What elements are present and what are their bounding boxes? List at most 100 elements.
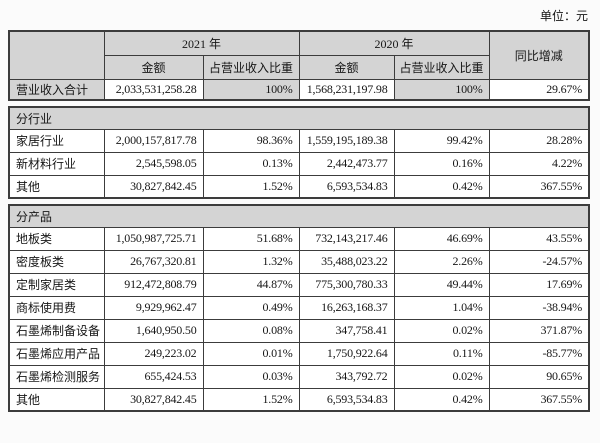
amount-2021-cell: 912,472,808.79: [103, 272, 204, 297]
amount-2020-cell: 1,568,231,197.98: [298, 78, 395, 101]
yoy-cell: 367.55%: [488, 174, 590, 199]
amount-2021-cell: 249,223.02: [103, 341, 204, 366]
amount-2021-cell: 1,640,950.50: [103, 318, 204, 343]
pct-2021-cell: 0.49%: [202, 295, 300, 320]
pct-2020-cell: 99.42%: [393, 128, 490, 153]
col-header-proportion-2020: 占营业收入比重: [393, 54, 490, 80]
row-label-cell: 地板类: [8, 226, 105, 251]
revenue-summary-table: 2021 年 2020 年 同比增减 金额 占营业收入比重 金额 占营业收入比重…: [8, 30, 591, 101]
col-header-2020: 2020 年: [298, 30, 490, 56]
yoy-cell: 43.55%: [488, 226, 590, 251]
table-row: 家居行业 2,000,157,817.78 98.36% 1,559,195,1…: [8, 128, 590, 153]
amount-2020-cell: 35,488,023.22: [298, 249, 395, 274]
yoy-cell: 371.87%: [488, 318, 590, 343]
col-header-2021: 2021 年: [103, 30, 300, 56]
col-header-amount-2021: 金额: [103, 54, 204, 80]
pct-2021-cell: 0.03%: [202, 364, 300, 389]
section-title: 分行业: [8, 106, 590, 130]
pct-2021-cell: 44.87%: [202, 272, 300, 297]
amount-2021-cell: 1,050,987,725.71: [103, 226, 204, 251]
amount-2021-cell: 9,929,962.47: [103, 295, 204, 320]
table-row: 新材料行业 2,545,598.05 0.13% 2,442,473.77 0.…: [8, 151, 590, 176]
row-label-cell: 石墨烯应用产品: [8, 341, 105, 366]
table-row: 石墨烯应用产品 249,223.02 0.01% 1,750,922.64 0.…: [8, 341, 590, 366]
amount-2021-cell: 30,827,842.45: [103, 174, 204, 199]
pct-2021-cell: 0.08%: [202, 318, 300, 343]
yoy-cell: 17.69%: [488, 272, 590, 297]
pct-2021-cell: 1.52%: [202, 174, 300, 199]
pct-2021-cell: 51.68%: [202, 226, 300, 251]
col-header-amount-2020: 金额: [298, 54, 395, 80]
amount-2021-cell: 2,033,531,258.28: [103, 78, 204, 101]
amount-2020-cell: 6,593,534.83: [298, 174, 395, 199]
pct-2020-cell: 100%: [393, 78, 490, 101]
pct-2020-cell: 1.04%: [393, 295, 490, 320]
pct-2020-cell: 49.44%: [393, 272, 490, 297]
amount-2021-cell: 26,767,320.81: [103, 249, 204, 274]
revenue-table-area: 2021 年 2020 年 同比增减 金额 占营业收入比重 金额 占营业收入比重…: [8, 30, 592, 417]
amount-2020-cell: 6,593,534.83: [298, 387, 395, 412]
section-title: 分产品: [8, 204, 590, 228]
pct-2020-cell: 2.26%: [393, 249, 490, 274]
row-label-cell: 石墨烯检测服务: [8, 364, 105, 389]
pct-2021-cell: 98.36%: [202, 128, 300, 153]
amount-2020-cell: 1,559,195,189.38: [298, 128, 395, 153]
amount-2020-cell: 1,750,922.64: [298, 341, 395, 366]
pct-2020-cell: 0.11%: [393, 341, 490, 366]
table-row-total-revenue: 营业收入合计 2,033,531,258.28 100% 1,568,231,1…: [8, 78, 590, 101]
table-row: 商标使用费 9,929,962.47 0.49% 16,263,168.37 1…: [8, 295, 590, 320]
corner-cell: [8, 30, 105, 80]
pct-2020-cell: 0.16%: [393, 151, 490, 176]
yoy-cell: -24.57%: [488, 249, 590, 274]
row-label-cell: 石墨烯制备设备: [8, 318, 105, 343]
header-row-metrics: 金额 占营业收入比重 金额 占营业收入比重: [9, 54, 589, 80]
amount-2020-cell: 347,758.41: [298, 318, 395, 343]
table-row: 其他 30,827,842.45 1.52% 6,593,534.83 0.42…: [8, 387, 590, 412]
col-header-yoy: 同比增减: [488, 30, 590, 80]
amount-2020-cell: 16,263,168.37: [298, 295, 395, 320]
pct-2020-cell: 0.42%: [393, 387, 490, 412]
amount-2020-cell: 732,143,217.46: [298, 226, 395, 251]
table-row: 石墨烯制备设备 1,640,950.50 0.08% 347,758.41 0.…: [8, 318, 590, 343]
yoy-cell: 4.22%: [488, 151, 590, 176]
table-row: 石墨烯检测服务 655,424.53 0.03% 343,792.72 0.02…: [8, 364, 590, 389]
yoy-cell: 367.55%: [488, 387, 590, 412]
pct-2020-cell: 0.42%: [393, 174, 490, 199]
row-label-cell: 定制家居类: [8, 272, 105, 297]
amount-2021-cell: 655,424.53: [103, 364, 204, 389]
amount-2020-cell: 343,792.72: [298, 364, 395, 389]
section-band-by-product: 分产品: [8, 204, 590, 228]
amount-2021-cell: 2,545,598.05: [103, 151, 204, 176]
col-header-proportion-2021: 占营业收入比重: [202, 54, 300, 80]
pct-2020-cell: 46.69%: [393, 226, 490, 251]
yoy-cell: 29.67%: [488, 78, 590, 101]
section-band-by-industry: 分行业: [8, 106, 590, 130]
pct-2021-cell: 0.01%: [202, 341, 300, 366]
row-label-cell: 商标使用费: [8, 295, 105, 320]
yoy-cell: 28.28%: [488, 128, 590, 153]
pct-2020-cell: 0.02%: [393, 318, 490, 343]
yoy-cell: -38.94%: [488, 295, 590, 320]
unit-label: 单位：元: [539, 9, 588, 23]
yoy-cell: -85.77%: [488, 341, 590, 366]
header-row-years: 2021 年 2020 年 同比增减: [8, 30, 590, 80]
table-row: 其他 30,827,842.45 1.52% 6,593,534.83 0.42…: [8, 174, 590, 199]
pct-2021-cell: 1.32%: [202, 249, 300, 274]
table-row: 定制家居类 912,472,808.79 44.87% 775,300,780.…: [8, 272, 590, 297]
pct-2021-cell: 100%: [202, 78, 300, 101]
row-label-cell: 其他: [8, 387, 105, 412]
amount-2020-cell: 2,442,473.77: [298, 151, 395, 176]
table-row: 密度板类 26,767,320.81 1.32% 35,488,023.22 2…: [8, 249, 590, 274]
pct-2021-cell: 0.13%: [202, 151, 300, 176]
pct-2021-cell: 1.52%: [202, 387, 300, 412]
amount-2021-cell: 30,827,842.45: [103, 387, 204, 412]
yoy-cell: 90.65%: [488, 364, 590, 389]
row-label-cell: 新材料行业: [8, 151, 105, 176]
section-by-industry-table: 分行业 家居行业 2,000,157,817.78 98.36% 1,559,1…: [8, 106, 591, 199]
table-row: 地板类 1,050,987,725.71 51.68% 732,143,217.…: [8, 226, 590, 251]
amount-2021-cell: 2,000,157,817.78: [103, 128, 204, 153]
row-label-cell: 家居行业: [8, 128, 105, 153]
pct-2020-cell: 0.02%: [393, 364, 490, 389]
row-label-cell: 其他: [8, 174, 105, 199]
